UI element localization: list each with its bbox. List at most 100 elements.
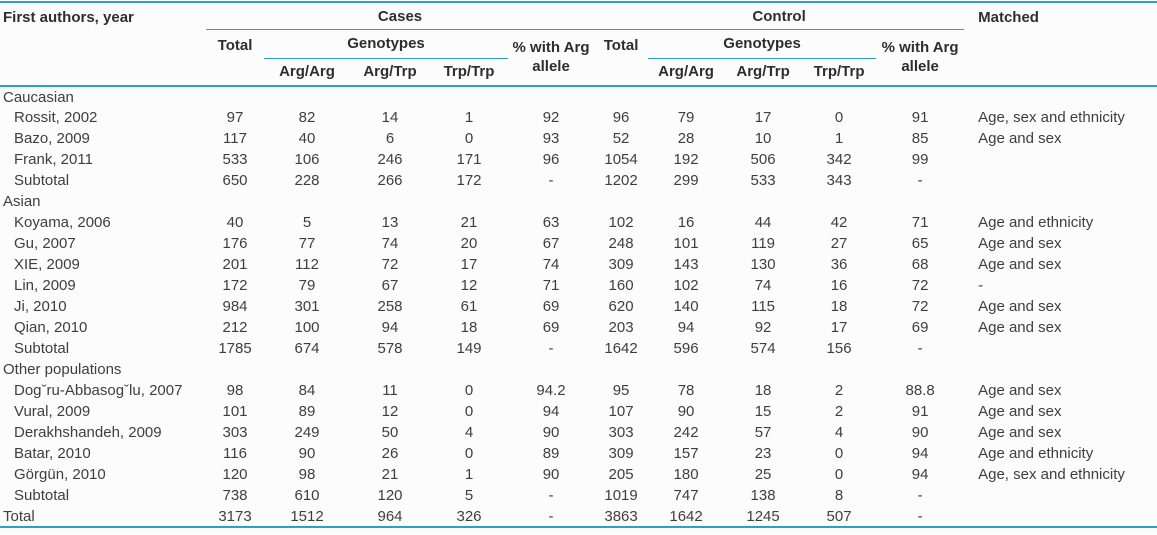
cases-value-cell: 212: [222, 319, 248, 336]
cases-value-cell: 738: [222, 487, 248, 504]
author-cell: Frank, 2011: [14, 151, 93, 168]
control-value-cell: 25: [754, 466, 772, 483]
cases-value-cell: 98: [226, 382, 244, 399]
cases-value-cell: 100: [294, 319, 320, 336]
control-value-cell: 90: [677, 403, 695, 420]
control-value-cell: 16: [830, 277, 848, 294]
matched-cell: Age and sex: [978, 424, 1062, 441]
col-header-cases-arg-trp: Arg/Trp: [350, 58, 430, 87]
control-value-cell: 0: [834, 466, 844, 483]
cases-value-cell: 77: [298, 235, 316, 252]
col-group-cases: Cases: [206, 2, 595, 30]
cases-value-cell: 12: [460, 277, 478, 294]
control-value-cell: 1245: [724, 506, 803, 528]
control-value-cell: 203: [608, 319, 634, 336]
control-value-cell: 102: [673, 277, 699, 294]
control-value-cell: 248: [608, 235, 634, 252]
cases-value-cell: 1: [464, 466, 474, 483]
col-header-control-arg-trp: Arg/Trp: [724, 58, 803, 87]
col-header-control-pct-arg: % with Arg allele: [876, 29, 965, 87]
control-value-cell: 72: [911, 277, 929, 294]
control-value-cell: 28: [677, 130, 695, 147]
control-value-cell: 17: [830, 319, 848, 336]
control-value-cell: 27: [830, 235, 848, 252]
cases-value-cell: 3173: [206, 506, 264, 528]
author-cell: Subtotal: [14, 172, 70, 189]
control-value-cell: 68: [911, 256, 929, 273]
cases-value-cell: 674: [294, 340, 320, 357]
matched-cell: Age and sex: [978, 403, 1062, 420]
control-value-cell: 620: [608, 298, 634, 315]
control-value-cell: 96: [612, 109, 630, 126]
cases-value-cell: 26: [381, 445, 399, 462]
control-value-cell: 16: [677, 214, 695, 231]
control-value-cell: 309: [608, 445, 634, 462]
cases-value-cell: 120: [222, 466, 248, 483]
header-row-genotypes: Arg/Arg Arg/Trp Trp/Trp Arg/Arg Arg/Trp …: [0, 58, 1157, 87]
control-value-cell: 107: [608, 403, 634, 420]
cases-value-cell: 17: [460, 256, 478, 273]
section-row: Caucasian: [0, 86, 1157, 107]
table-header: First authors, year Cases Control Matche…: [0, 2, 1157, 87]
cases-value-cell: 201: [222, 256, 248, 273]
cases-value-cell: -: [548, 172, 554, 189]
matched-cell: Age, sex and ethnicity: [978, 466, 1125, 483]
control-value-cell: 8: [834, 487, 844, 504]
control-value-cell: 180: [673, 466, 699, 483]
cases-value-cell: 84: [298, 382, 316, 399]
cases-value-cell: 50: [381, 424, 399, 441]
table-row: Ji, 2010 984 301 258 61 69 620 140 115 18 72 Age an…: [0, 296, 1157, 317]
table-row: Total 3173 1512 964 326-3863 1642 1245 507-: [0, 506, 1157, 528]
control-value-cell: 23: [754, 445, 772, 462]
matched-cell: Age and sex: [978, 382, 1062, 399]
control-value-cell: 507: [802, 506, 877, 528]
cases-value-cell: 90: [542, 466, 560, 483]
cases-value-cell: 21: [381, 466, 399, 483]
cases-value-cell: 258: [377, 298, 403, 315]
matched-cell: Age and ethnicity: [978, 214, 1094, 231]
cases-value-cell: 1: [464, 109, 474, 126]
control-value-cell: 4: [834, 424, 844, 441]
pct-arg-line2: allele: [532, 58, 570, 76]
control-value-cell: 3863: [594, 506, 649, 528]
control-value-cell: 72: [911, 298, 929, 315]
cases-value-cell: 117: [223, 130, 247, 147]
author-cell: XIE, 2009: [14, 256, 80, 273]
author-cell: Rossit, 2002: [14, 109, 98, 126]
table-row: Görgün, 2010 120 98 21 1 90 205 180 25 0 94 Age, se…: [0, 464, 1157, 485]
control-value-cell: 1019: [604, 487, 638, 504]
col-header-matched: Matched: [964, 2, 1157, 87]
cases-value-cell: 67: [542, 235, 560, 252]
control-value-cell: 309: [608, 256, 634, 273]
control-value-cell: 192: [673, 151, 699, 168]
control-value-cell: 74: [754, 277, 772, 294]
control-value-cell: 596: [673, 340, 699, 357]
matched-cell: [964, 149, 1157, 170]
author-cell: Subtotal: [14, 487, 70, 504]
matched-cell: Age and sex: [978, 130, 1062, 147]
cases-value-cell: 1785: [218, 340, 252, 357]
section-label: Caucasian: [3, 88, 74, 106]
matched-cell: -: [978, 277, 984, 294]
control-value-cell: 95: [612, 382, 630, 399]
cases-value-cell: 0: [464, 382, 474, 399]
control-value-cell: 533: [750, 172, 776, 189]
control-value-cell: 130: [750, 256, 776, 273]
control-value-cell: 1202: [604, 172, 638, 189]
cases-value-cell: 303: [222, 424, 248, 441]
table-row: Subtotal 650 228 266 172 - 1202 299 533 343 -: [0, 170, 1157, 191]
cases-value-cell: 89: [542, 445, 560, 462]
cases-value-cell: 266: [377, 172, 403, 189]
control-value-cell: 574: [750, 340, 776, 357]
matched-cell: [964, 506, 1157, 528]
control-value-cell: 1642: [648, 506, 725, 528]
author-cell: Subtotal: [14, 340, 70, 357]
control-value-cell: 140: [673, 298, 699, 315]
cases-value-cell: 96: [542, 151, 560, 168]
cases-value-cell: 4: [464, 424, 474, 441]
matched-cell: Age and sex: [978, 319, 1062, 336]
cases-value-cell: 98: [298, 466, 316, 483]
control-value-cell: 94: [911, 466, 929, 483]
matched-cell: Age and sex: [978, 235, 1062, 252]
